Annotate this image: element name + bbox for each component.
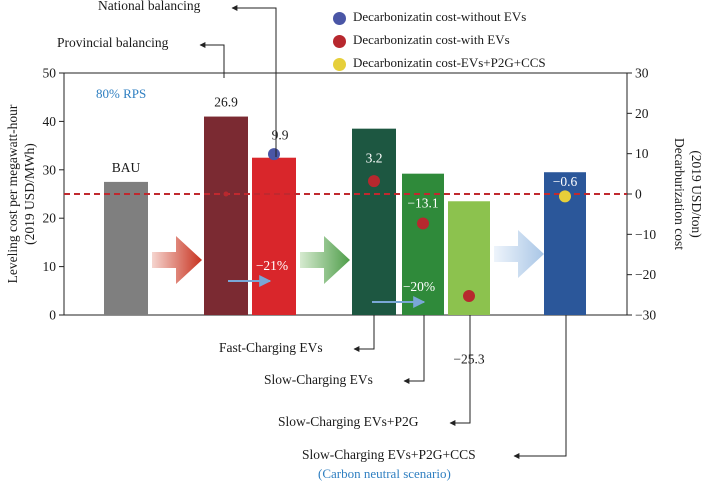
data-label: 3.2 bbox=[366, 151, 383, 166]
left-axis-title-1: Leveling cost per megawatt-hour bbox=[5, 104, 20, 283]
scenario-label: (Carbon neutral scenario) bbox=[318, 466, 451, 481]
data-point bbox=[268, 148, 280, 161]
left-tick-label: 30 bbox=[43, 162, 57, 177]
left-tick-label: 0 bbox=[49, 308, 56, 323]
leader-slow bbox=[403, 315, 425, 384]
data-label: 9.9 bbox=[272, 128, 289, 143]
legend-dot-ccs bbox=[333, 58, 346, 71]
data-point bbox=[559, 190, 571, 203]
data-label: −13.1 bbox=[407, 196, 438, 211]
slow-charging-ccs-label: Slow-Charging EVs+P2G+CCS bbox=[302, 447, 476, 462]
national-balancing-label: National balancing bbox=[98, 0, 201, 13]
legend-without-evs: Decarbonizatin cost-without EVs bbox=[353, 9, 527, 24]
right-axis: 30 20 10 0 −10 −20 −30 bbox=[627, 66, 656, 323]
left-axis-title-2: (2019 USD/MWh) bbox=[22, 143, 37, 245]
slow-charging-label: Slow-Charging EVs bbox=[264, 372, 373, 387]
right-tick-label: −10 bbox=[635, 227, 656, 242]
legend-with-evs: Decarbonizatin cost-with EVs bbox=[353, 32, 510, 47]
bar bbox=[104, 181, 148, 315]
right-tick-label: 10 bbox=[635, 146, 649, 161]
left-tick-label: 40 bbox=[43, 114, 57, 129]
pct-label-2: −20% bbox=[403, 279, 435, 294]
bar bbox=[204, 116, 248, 315]
leader-slow-p2g bbox=[449, 315, 471, 426]
data-point bbox=[368, 175, 380, 188]
pct-label-1: −21% bbox=[256, 258, 288, 273]
left-axis: 0 10 20 30 40 50 bbox=[43, 66, 64, 323]
data-point bbox=[417, 217, 429, 230]
leader-national bbox=[231, 5, 277, 157]
provincial-balancing-label: Provincial balancing bbox=[57, 35, 169, 50]
bars bbox=[104, 116, 586, 315]
right-tick-label: −30 bbox=[635, 308, 656, 323]
transition-arrow-blue bbox=[494, 230, 544, 278]
right-axis-title-1: Decarburization cost bbox=[672, 138, 687, 250]
legend-dot-with-evs bbox=[333, 35, 346, 48]
data-label: BAU bbox=[112, 160, 141, 175]
fast-charging-label: Fast-Charging EVs bbox=[219, 340, 323, 355]
data-label: −0.6 bbox=[553, 174, 578, 189]
legend-dot-without-evs bbox=[333, 12, 346, 25]
right-tick-label: 30 bbox=[635, 66, 649, 81]
right-axis-title-2: (2019 USD/ton) bbox=[689, 150, 704, 237]
bar bbox=[402, 173, 444, 315]
legend-ccs: Decarbonizatin cost-EVs+P2G+CCS bbox=[353, 55, 546, 70]
data-point bbox=[463, 290, 475, 303]
bar bbox=[352, 128, 396, 315]
left-tick-label: 50 bbox=[43, 66, 57, 81]
right-tick-label: 20 bbox=[635, 106, 649, 121]
transition-arrow-green bbox=[300, 236, 350, 284]
slow-charging-p2g-label: Slow-Charging EVs+P2G bbox=[278, 414, 419, 429]
rps-label: 80% RPS bbox=[96, 86, 147, 101]
leader-slow-ccs bbox=[513, 315, 567, 459]
data-label: −25.3 bbox=[453, 351, 484, 366]
right-tick-label: −20 bbox=[635, 267, 656, 282]
leader-provincial bbox=[199, 42, 225, 78]
data-labels: BAU 26.9 9.9 3.2 −13.1 −25.3 −0.6 bbox=[112, 95, 578, 367]
left-tick-label: 20 bbox=[43, 211, 57, 226]
data-point bbox=[223, 191, 229, 197]
data-label: 26.9 bbox=[214, 95, 238, 110]
data-points bbox=[223, 148, 571, 303]
right-tick-label: 0 bbox=[635, 187, 642, 202]
transition-arrow-red bbox=[152, 236, 202, 284]
left-tick-label: 10 bbox=[43, 259, 57, 274]
leader-fast bbox=[353, 315, 375, 352]
bar bbox=[252, 157, 296, 315]
